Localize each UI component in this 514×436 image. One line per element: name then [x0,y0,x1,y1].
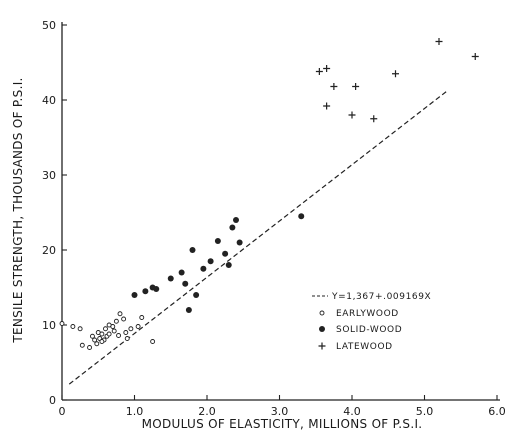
legend-line-label: Y=1,367+.009169X [331,292,431,302]
latewood-point [352,83,360,90]
solid-wood-point [185,307,192,313]
ticks [61,24,498,401]
solid-wood-point [298,213,305,220]
earlywood-point [135,324,141,329]
solid-wood-point [193,292,200,298]
earlywood-point [99,331,105,337]
latewood-point [323,65,331,72]
y-tick-label: 20 [42,244,56,257]
latewood-point [348,111,356,119]
earlywood-point [106,331,112,337]
x-tick-label: 3.0 [271,405,289,418]
legend-latewood-label: LATEWOOD [336,342,393,352]
x-axis-title: MODULUS OF ELASTICITY, MILLIONS OF P.S.I… [142,417,423,431]
earlywood-point [128,326,134,332]
earlywood-point [92,337,98,343]
earlywood-point [117,311,123,317]
solid-wood-point [233,217,239,223]
earlywood-point [124,336,130,341]
solid-wood-point [182,280,189,287]
solid-wood-point [207,258,214,265]
legend-latewood-marker [318,342,326,350]
solid-wood-point [200,265,207,272]
solid-wood-point [236,239,243,246]
earlywood-point [87,345,93,350]
y-tick-label: 0 [49,394,56,407]
earlywood-point [77,326,83,332]
legend-solid-label: SOLID-WOOD [336,325,402,335]
y-tick-label: 50 [42,19,56,32]
earlywood-point [70,324,76,329]
earlywood-point [111,328,117,334]
y-tick-label: 40 [42,94,56,107]
y-axis-title: TENSILE STRENGTH, THOUSANDS OF P.S.I. [11,77,25,343]
x-tick-label: 5.0 [416,405,434,418]
y-tick-label: 30 [42,169,56,182]
x-tick-label: 1.0 [126,405,144,418]
earlywood-point [113,318,119,324]
earlywood-point [79,342,85,348]
solid-wood-point [229,224,236,231]
x-tick-label: 0 [59,405,66,418]
earlywood-point [94,341,100,347]
solid-wood-point [225,262,232,268]
axes [61,22,500,401]
x-tick-label: 4.0 [343,405,361,418]
legend-earlywood-marker [319,310,325,316]
earlywood-point [116,333,122,338]
solid-wood-point [214,238,221,244]
legend: Y=1,367+.009169X EARLYWOOD SOLID-WOOD LA… [312,292,431,352]
latewood-point [315,68,323,75]
earlywood-point [106,322,112,328]
earlywood-point [99,339,105,344]
earlywood-point [59,321,65,326]
earlywood-point [139,315,145,320]
earlywood-point [123,330,129,335]
legend-solid-marker [319,326,325,332]
latewood-point [392,70,399,78]
latewood-point [330,83,338,90]
x-tick-label: 6.0 [488,405,506,418]
latewood-point [323,102,331,110]
solid-wood-point [167,275,174,282]
solid-wood-point [142,288,149,295]
latewood-point [435,38,443,45]
legend-earlywood-label: EARLYWOOD [336,309,399,319]
solid-wood-point [222,250,229,257]
earlywood-point [89,333,95,339]
data-points [59,38,479,350]
latewood-point [370,115,378,123]
tick-labels: 0 1.0 2.0 3.0 4.0 5.0 6.0 0 10 20 30 40 50 [42,19,506,418]
y-tick-label: 10 [42,319,56,332]
x-tick-label: 2.0 [198,405,216,418]
latewood-point [471,53,479,60]
solid-wood-point [178,269,185,276]
earlywood-point [150,339,156,344]
solid-wood-point [189,247,196,253]
earlywood-point [121,316,127,322]
solid-wood-point [153,286,160,292]
earlywood-point [103,326,108,332]
solid-wood-point [131,292,138,298]
